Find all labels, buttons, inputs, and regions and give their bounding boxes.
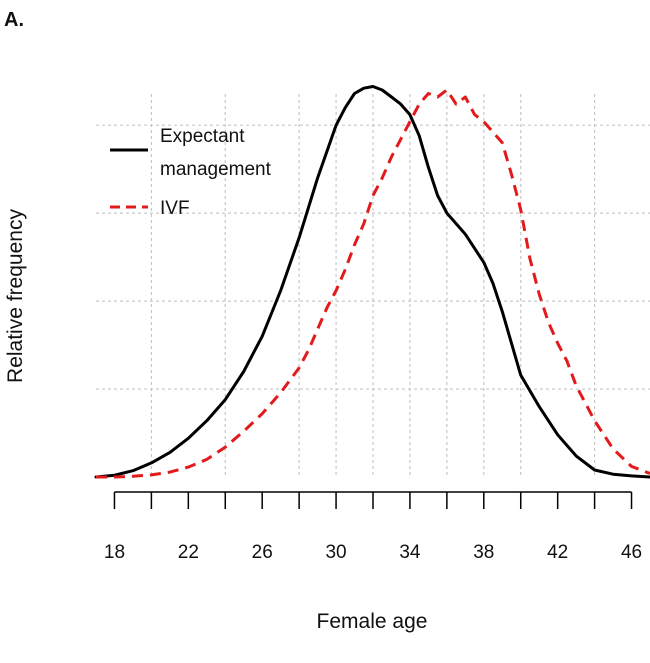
y-axis-title: Relative frequency — [4, 209, 27, 383]
x-axis — [113, 491, 633, 509]
panel-label: A. — [4, 9, 24, 31]
x-tick-label-22: 22 — [178, 542, 199, 563]
legend-label-expectant-line2: management — [160, 159, 272, 180]
x-axis-title: Female age — [317, 610, 428, 633]
series-line-expectant-management — [94, 85, 650, 479]
series-layer — [94, 85, 650, 479]
x-tick-label-18: 18 — [104, 542, 125, 563]
x-tick-label-38: 38 — [473, 542, 494, 563]
x-tick-label-46: 46 — [621, 542, 642, 563]
legend-label-ivf: IVF — [160, 198, 190, 219]
grid — [96, 94, 650, 477]
x-tick-label-26: 26 — [252, 542, 273, 563]
x-tick-label-30: 30 — [325, 542, 346, 563]
series-line-ivf — [96, 88, 650, 479]
legend: Expectant management IVF — [110, 126, 272, 219]
x-tick-label-34: 34 — [399, 542, 421, 563]
x-tick-labels: 18 22 26 30 34 38 42 46 — [104, 542, 642, 563]
legend-label-expectant-line1: Expectant — [160, 126, 245, 147]
x-tick-label-42: 42 — [547, 542, 568, 563]
